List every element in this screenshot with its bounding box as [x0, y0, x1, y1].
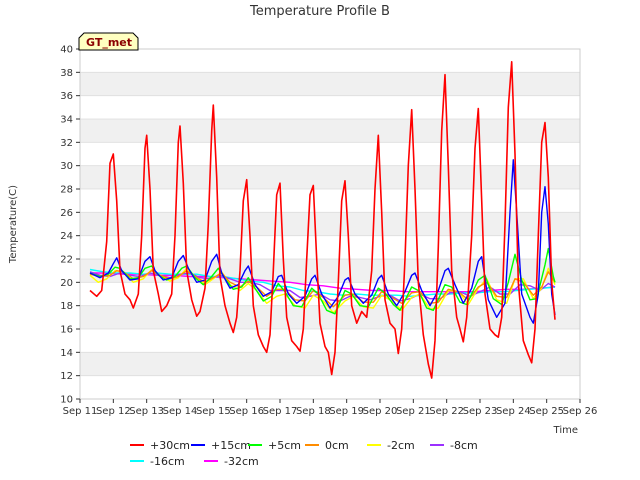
legend-item: +30cm — [130, 439, 190, 452]
y-tick-label: 12 — [60, 371, 73, 382]
x-axis-label: Time — [553, 425, 578, 436]
grid-band — [80, 72, 580, 96]
plot-frame — [79, 48, 581, 400]
legend: +30cm +15cm +5cm 0cm -2cm -8cm -16cm -32cm — [130, 439, 478, 468]
y-tick-label: 20 — [60, 278, 73, 289]
legend-label: -2cm — [387, 439, 415, 452]
x-tick-label: Sep 26 — [563, 406, 598, 417]
y-axis: 10 12 14 16 18 20 22 24 26 28 30 32 34 36 38 40 — [60, 45, 80, 406]
x-tick-label: Sep 14 — [163, 406, 198, 417]
x-tick-label: Sep 20 — [363, 406, 398, 417]
y-tick-label: 14 — [60, 348, 73, 359]
legend-item: +15cm — [191, 439, 251, 452]
y-tick-label: 18 — [60, 301, 73, 312]
chart-title: Temperature Profile B — [249, 4, 390, 19]
legend-label: -16cm — [150, 455, 185, 468]
badge-label: GT_met — [86, 36, 132, 49]
legend-label: -8cm — [450, 439, 478, 452]
legend-label: -32cm — [224, 455, 259, 468]
y-tick-label: 24 — [60, 231, 73, 242]
y-tick-label: 16 — [60, 325, 73, 336]
grid-band — [80, 165, 580, 189]
legend-label: +5cm — [268, 439, 301, 452]
grid-band — [80, 119, 580, 143]
x-tick-label: Sep 16 — [229, 406, 264, 417]
series-line-minus8cm — [89, 271, 556, 302]
x-tick-label: Sep 24 — [496, 406, 531, 417]
y-tick-label: 22 — [60, 255, 73, 266]
series-line-plus30cm — [89, 61, 556, 379]
x-tick-label: Sep 15 — [196, 406, 231, 417]
y-tick-label: 36 — [60, 91, 73, 102]
legend-item: +5cm — [248, 439, 301, 452]
legend-item: -2cm — [367, 439, 415, 452]
x-tick-label: Sep 23 — [463, 406, 498, 417]
series-line-plus5cm — [89, 247, 556, 315]
y-tick-label: 26 — [60, 208, 73, 219]
y-tick-label: 10 — [60, 395, 73, 406]
x-tick-label: Sep 22 — [429, 406, 464, 417]
x-tick-label: Sep 12 — [96, 406, 131, 417]
legend-label: +15cm — [211, 439, 251, 452]
y-tick-label: 40 — [60, 45, 73, 56]
x-tick-label: Sep 17 — [263, 406, 298, 417]
y-tick-label: 32 — [60, 138, 73, 149]
x-tick-label: Sep 11 — [63, 406, 98, 417]
grid-band — [80, 305, 580, 329]
legend-label: +30cm — [150, 439, 190, 452]
series-line-minus32cm — [90, 272, 556, 293]
y-tick-label: 38 — [60, 68, 73, 79]
series-lines — [89, 61, 556, 379]
legend-item: -32cm — [204, 455, 259, 468]
x-tick-label: Sep 13 — [129, 406, 164, 417]
x-tick-label: Sep 25 — [529, 406, 564, 417]
grid-band — [80, 212, 580, 236]
legend-label: 0cm — [325, 439, 349, 452]
legend-item: -16cm — [130, 455, 185, 468]
y-tick-label: 30 — [60, 161, 73, 172]
x-tick-label: Sep 19 — [329, 406, 364, 417]
y-tick-label: 34 — [60, 115, 73, 126]
x-tick-label: Sep 21 — [396, 406, 431, 417]
legend-item: -8cm — [430, 439, 478, 452]
x-tick-label: Sep 18 — [296, 406, 331, 417]
legend-item: 0cm — [305, 439, 349, 452]
y-axis-label: Temperature(C) — [8, 185, 19, 264]
gt-met-badge: GT_met — [78, 32, 139, 51]
y-tick-label: 28 — [60, 185, 73, 196]
